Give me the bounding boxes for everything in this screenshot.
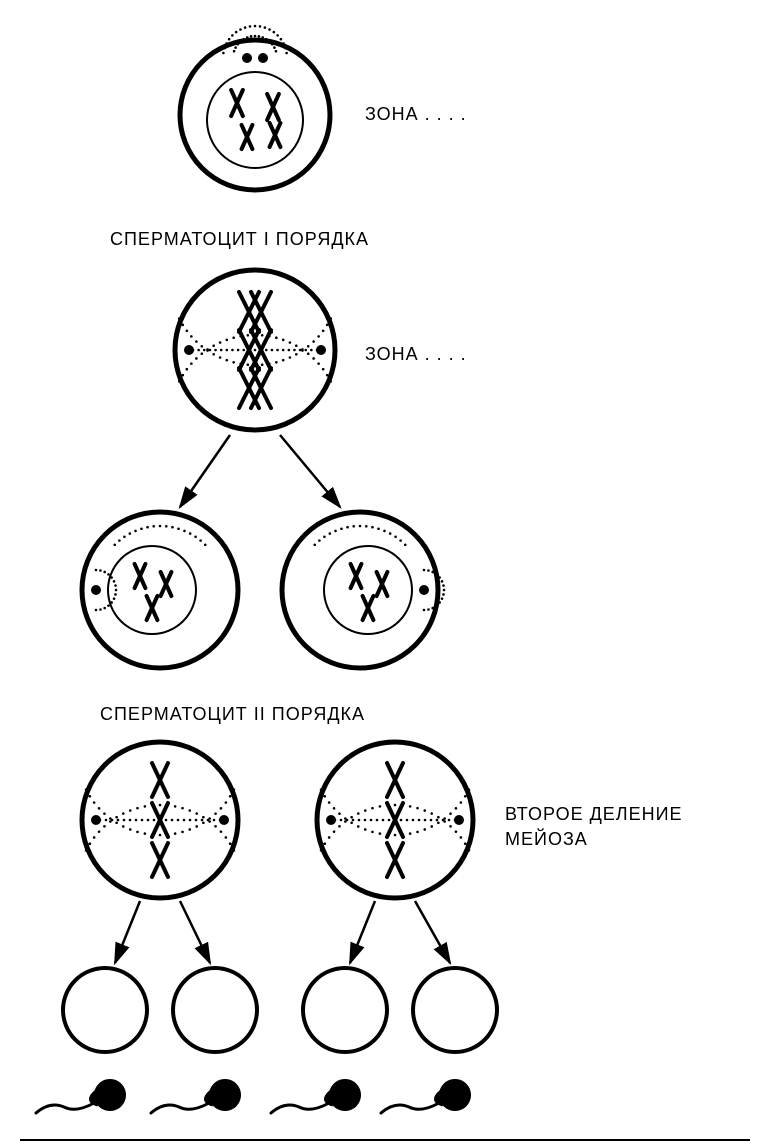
cell-membrane bbox=[282, 512, 438, 668]
chromosome bbox=[161, 572, 172, 596]
centriole-dot bbox=[419, 585, 429, 595]
arrow bbox=[350, 901, 375, 963]
sperm-tail bbox=[381, 1103, 439, 1113]
chromosome bbox=[242, 125, 253, 149]
label: СПЕРМАТОЦИТ I ПОРЯДКА bbox=[110, 229, 369, 249]
chromosome bbox=[363, 596, 374, 620]
diagram-canvas: ЗОНА . . . . СПЕРМАТОЦИТ I ПОРЯДКА ЗОНА . … bbox=[0, 0, 770, 1144]
cell-membrane bbox=[108, 546, 196, 634]
chromosome bbox=[251, 292, 271, 332]
chromosome bbox=[147, 596, 158, 620]
arrow bbox=[280, 435, 340, 507]
chromosome bbox=[135, 564, 146, 588]
cell-membrane bbox=[82, 512, 238, 668]
sperm-head bbox=[209, 1079, 241, 1111]
sperm-head bbox=[94, 1079, 126, 1111]
chromosome bbox=[251, 368, 271, 408]
sperm-tail bbox=[36, 1103, 94, 1113]
label: ЗОНА . . . . bbox=[365, 104, 467, 124]
cell-membrane bbox=[207, 72, 303, 168]
chromosome bbox=[231, 90, 243, 116]
cell-membrane bbox=[63, 968, 147, 1052]
cell-membrane bbox=[413, 968, 497, 1052]
centriole-dot bbox=[258, 53, 268, 63]
label: ЗОНА . . . . bbox=[365, 344, 467, 364]
chromosome bbox=[267, 94, 279, 120]
centriole-dot bbox=[91, 585, 101, 595]
cell-membrane bbox=[173, 968, 257, 1052]
label: СПЕРМАТОЦИТ II ПОРЯДКА bbox=[100, 704, 365, 724]
centriole-dot bbox=[242, 53, 252, 63]
sperm-tail bbox=[271, 1103, 329, 1113]
sperm-head bbox=[329, 1079, 361, 1111]
chromosome bbox=[152, 763, 168, 797]
arrow bbox=[115, 901, 140, 963]
chromosome bbox=[387, 763, 403, 797]
arrow bbox=[415, 901, 450, 963]
sperm-head bbox=[439, 1079, 471, 1111]
arrow bbox=[180, 901, 210, 963]
chromosome bbox=[377, 572, 388, 596]
arrow bbox=[180, 435, 230, 507]
sperm-tail bbox=[151, 1103, 209, 1113]
chromosome bbox=[152, 843, 168, 877]
label: ВТОРОЕ ДЕЛЕНИЕ bbox=[505, 804, 683, 824]
chromosome bbox=[270, 123, 281, 147]
cell-membrane bbox=[303, 968, 387, 1052]
label: МЕЙОЗА bbox=[505, 828, 588, 849]
chromosome bbox=[387, 843, 403, 877]
cell-membrane bbox=[324, 546, 412, 634]
chromosome bbox=[351, 564, 362, 588]
diagram-svg: ЗОНА . . . . СПЕРМАТОЦИТ I ПОРЯДКА ЗОНА . … bbox=[0, 0, 770, 1144]
